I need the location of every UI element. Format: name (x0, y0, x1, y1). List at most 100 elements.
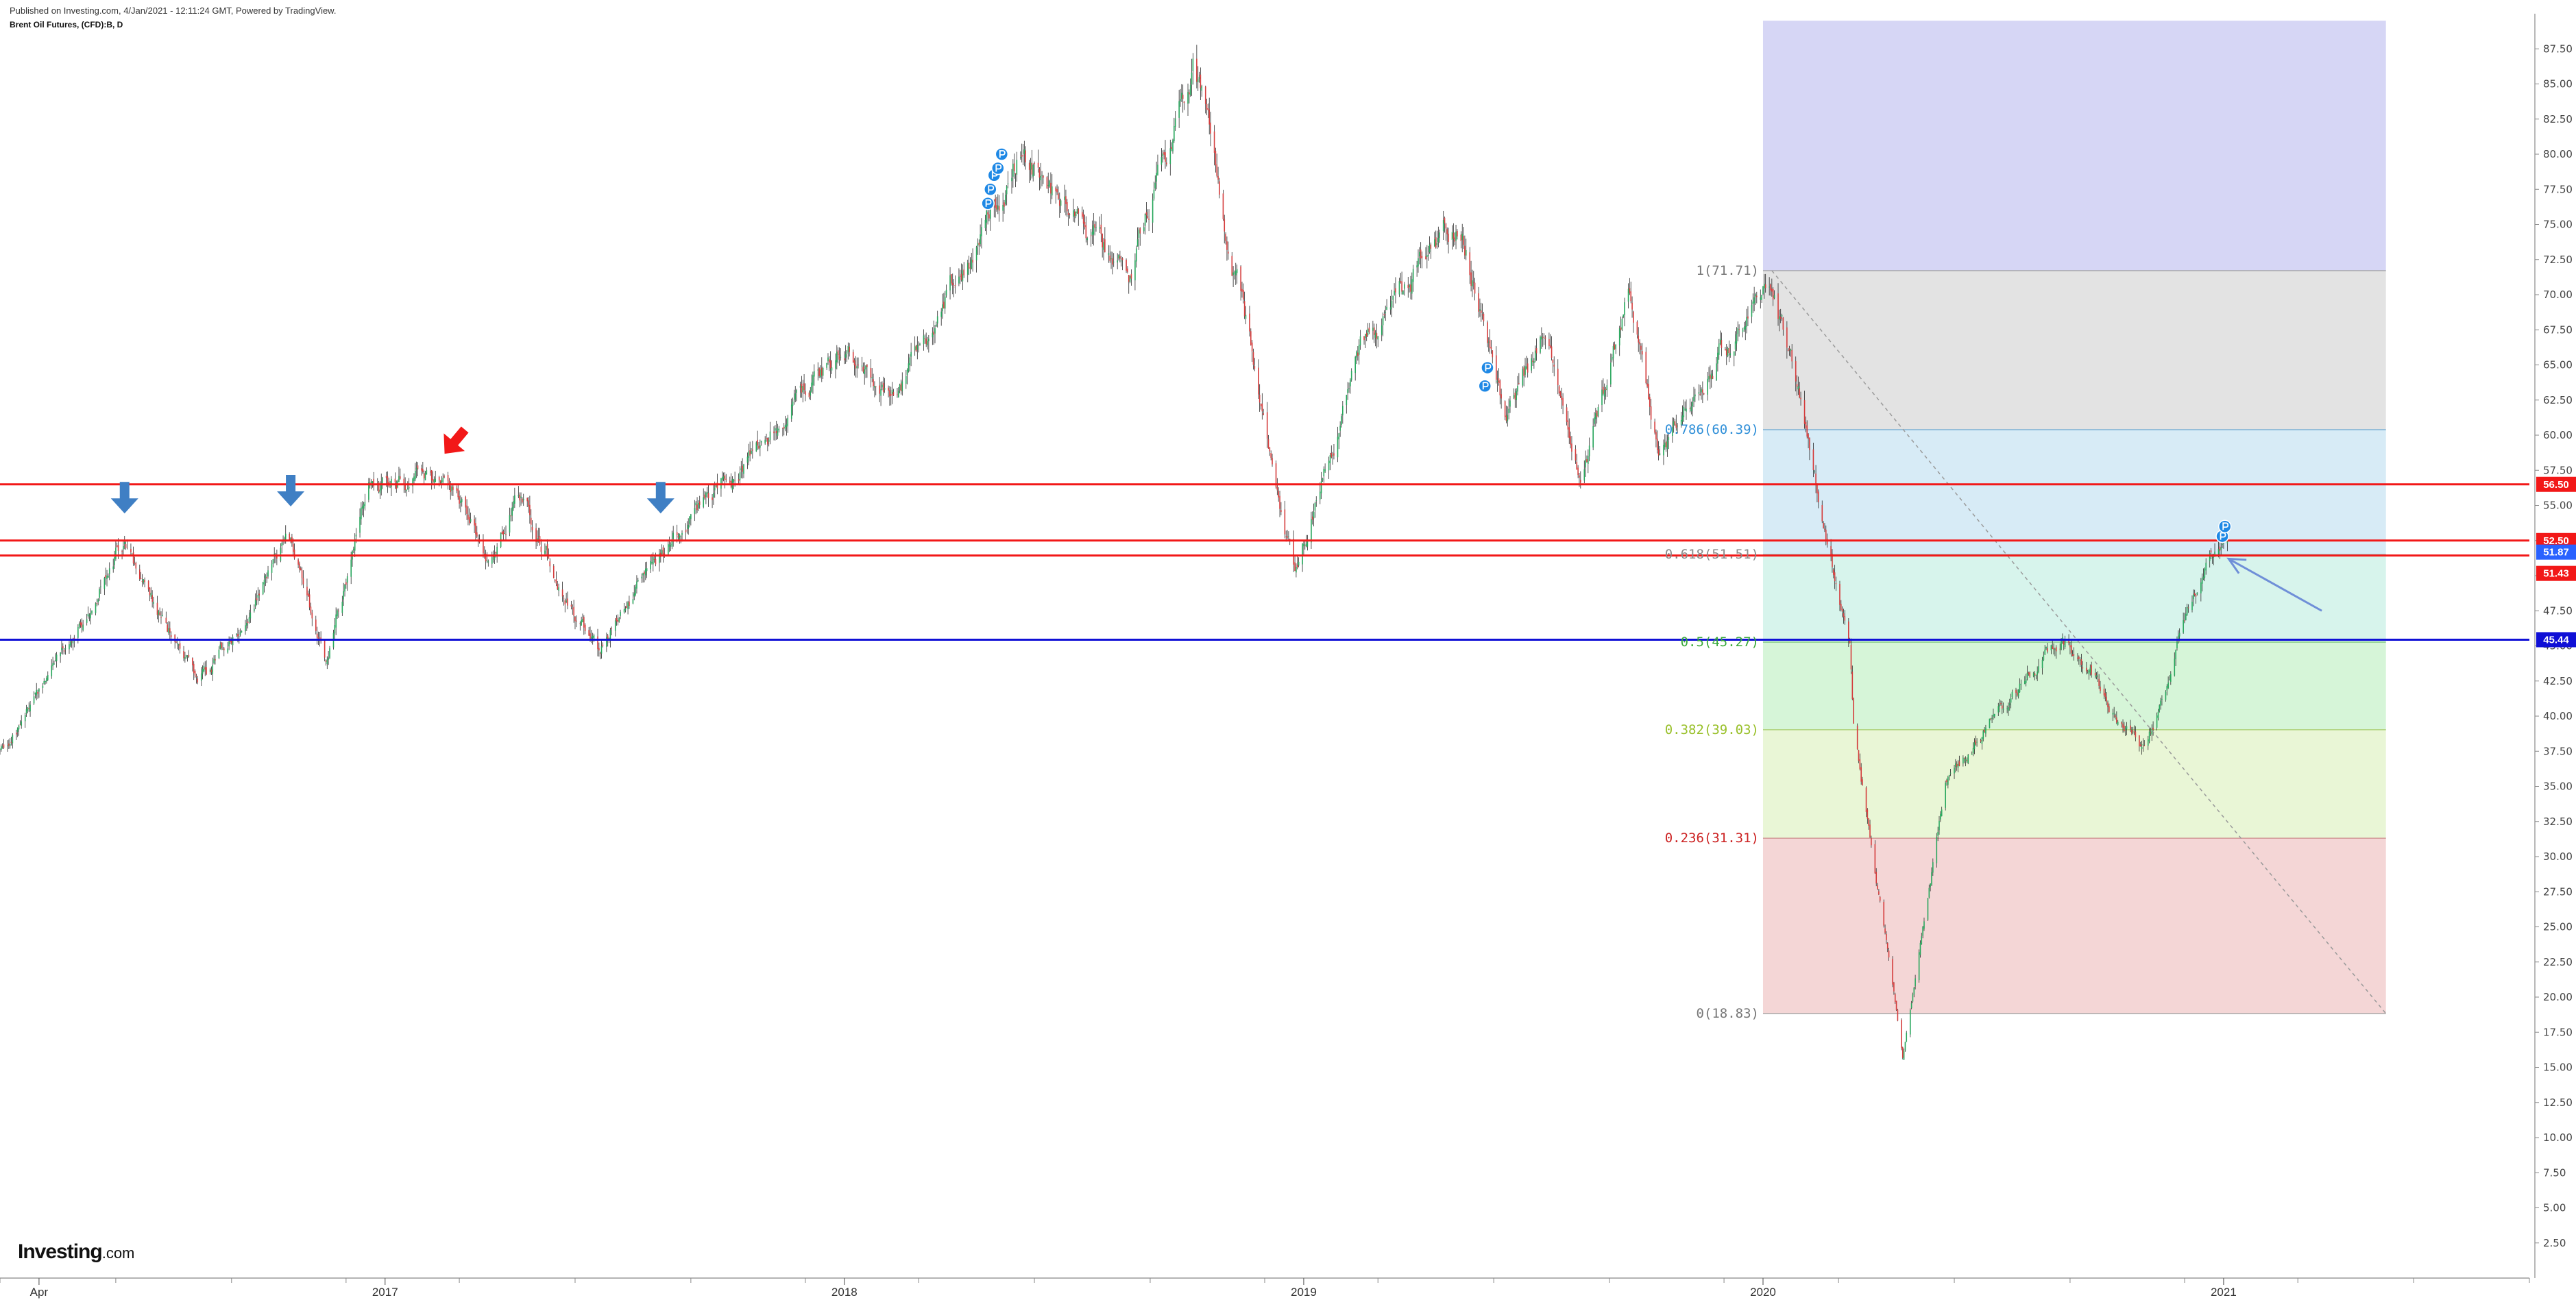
candle-body (572, 608, 574, 609)
candle-body (2020, 684, 2022, 685)
candle-body (239, 632, 241, 635)
candle-body (325, 660, 327, 662)
candle-body (576, 620, 577, 622)
price-axis[interactable]: 2.50 5.00 7.50 10.00 12.50 15.00 17.50 20.00 22.… (2534, 14, 2573, 1278)
candle-body (1893, 982, 1895, 992)
candle-body (906, 369, 908, 375)
candle-body (257, 594, 259, 598)
candle-body (1049, 180, 1050, 187)
horizontal-levels[interactable] (0, 483, 2529, 641)
candle-body (1500, 394, 1502, 399)
candle-body (871, 377, 873, 378)
candle-body (1728, 348, 1730, 354)
candle-body (1949, 772, 1952, 774)
candle-body (786, 424, 788, 428)
candle-body (579, 623, 581, 624)
candle-body (1743, 327, 1745, 330)
candle-body (1069, 214, 1071, 215)
fib-trend-line (1771, 270, 2387, 1014)
price-tag-current-bg (2536, 544, 2576, 560)
candle-body (476, 532, 478, 537)
dividend-marker-icon (984, 182, 997, 196)
dividend-marker-icon (1478, 379, 1492, 393)
candle-body (1764, 283, 1765, 289)
candle-body (1232, 272, 1234, 275)
candle-body (1383, 314, 1385, 316)
price-tick-label: 62.50 (2543, 394, 2573, 406)
candle-body (1066, 202, 1068, 212)
candle-body (1472, 282, 1474, 283)
candle-body (1200, 74, 1202, 88)
candle-body (2183, 620, 2184, 633)
candle-body (1588, 445, 1590, 456)
candle-body (34, 692, 36, 695)
candle-body (609, 630, 611, 641)
candle-body (1401, 281, 1402, 292)
candle-body (1416, 265, 1418, 268)
candle-body (250, 612, 252, 619)
candle-body (300, 568, 302, 571)
candle-body (2201, 578, 2203, 584)
candle-body (544, 550, 546, 554)
candle-body (345, 582, 347, 585)
candle-body (1162, 153, 1164, 156)
candle-body (1058, 200, 1060, 206)
candle-body (670, 544, 672, 545)
candle-body (891, 390, 893, 394)
candle-body (178, 644, 180, 646)
candle-body (689, 516, 690, 524)
candle-body (1702, 389, 1703, 393)
candle-body (177, 643, 178, 645)
candle-body (1800, 397, 1801, 400)
candle-body (2186, 606, 2188, 615)
candle-body (1245, 315, 1247, 319)
candle-body (722, 476, 725, 479)
logo-suffix: .com (101, 1244, 135, 1262)
candle-body (1877, 885, 1878, 890)
candle-body (38, 689, 40, 692)
candle-body (892, 391, 895, 396)
candle-body (671, 539, 673, 547)
candle-body (748, 451, 750, 458)
candle-body (415, 467, 417, 470)
candle-body (1772, 289, 1774, 300)
candle-body (1445, 223, 1447, 229)
candle-body (641, 576, 643, 579)
candle-body (1823, 522, 1824, 528)
candle-body (755, 442, 757, 452)
candle-body (2194, 593, 2196, 596)
candle-body (1086, 238, 1088, 241)
candle-body (492, 556, 494, 558)
candle-body (132, 552, 134, 564)
candle-body (1921, 936, 1923, 945)
candle-body (998, 206, 1000, 211)
candle-body (227, 648, 229, 653)
candle-body (316, 633, 318, 638)
price-tick-label: 67.50 (2543, 323, 2573, 336)
candle-body (528, 500, 529, 507)
candle-body (980, 234, 981, 245)
candle-body (2082, 667, 2084, 669)
candle-body (1216, 164, 1218, 176)
candle-body (138, 569, 141, 579)
time-axis[interactable]: Apr 2017 2018 2019 2020 2021 (0, 1277, 2530, 1299)
candle-body (237, 634, 239, 637)
candle-body (112, 566, 114, 569)
candle-body (1412, 269, 1414, 282)
candle-body (1522, 369, 1524, 386)
candle-body (1084, 221, 1086, 228)
candle-body (106, 575, 108, 580)
candle-body (1912, 994, 1914, 1002)
candle-body (802, 386, 804, 393)
candle-body (387, 476, 389, 485)
candle-body (905, 376, 907, 384)
candle-body (1073, 210, 1074, 217)
candle-body (1197, 79, 1199, 83)
candle-body (1398, 281, 1400, 295)
candle-body (668, 543, 669, 556)
candle-body (792, 401, 794, 406)
candle-body (1859, 759, 1861, 770)
candle-body (1606, 385, 1608, 391)
candle-body (2100, 686, 2101, 691)
